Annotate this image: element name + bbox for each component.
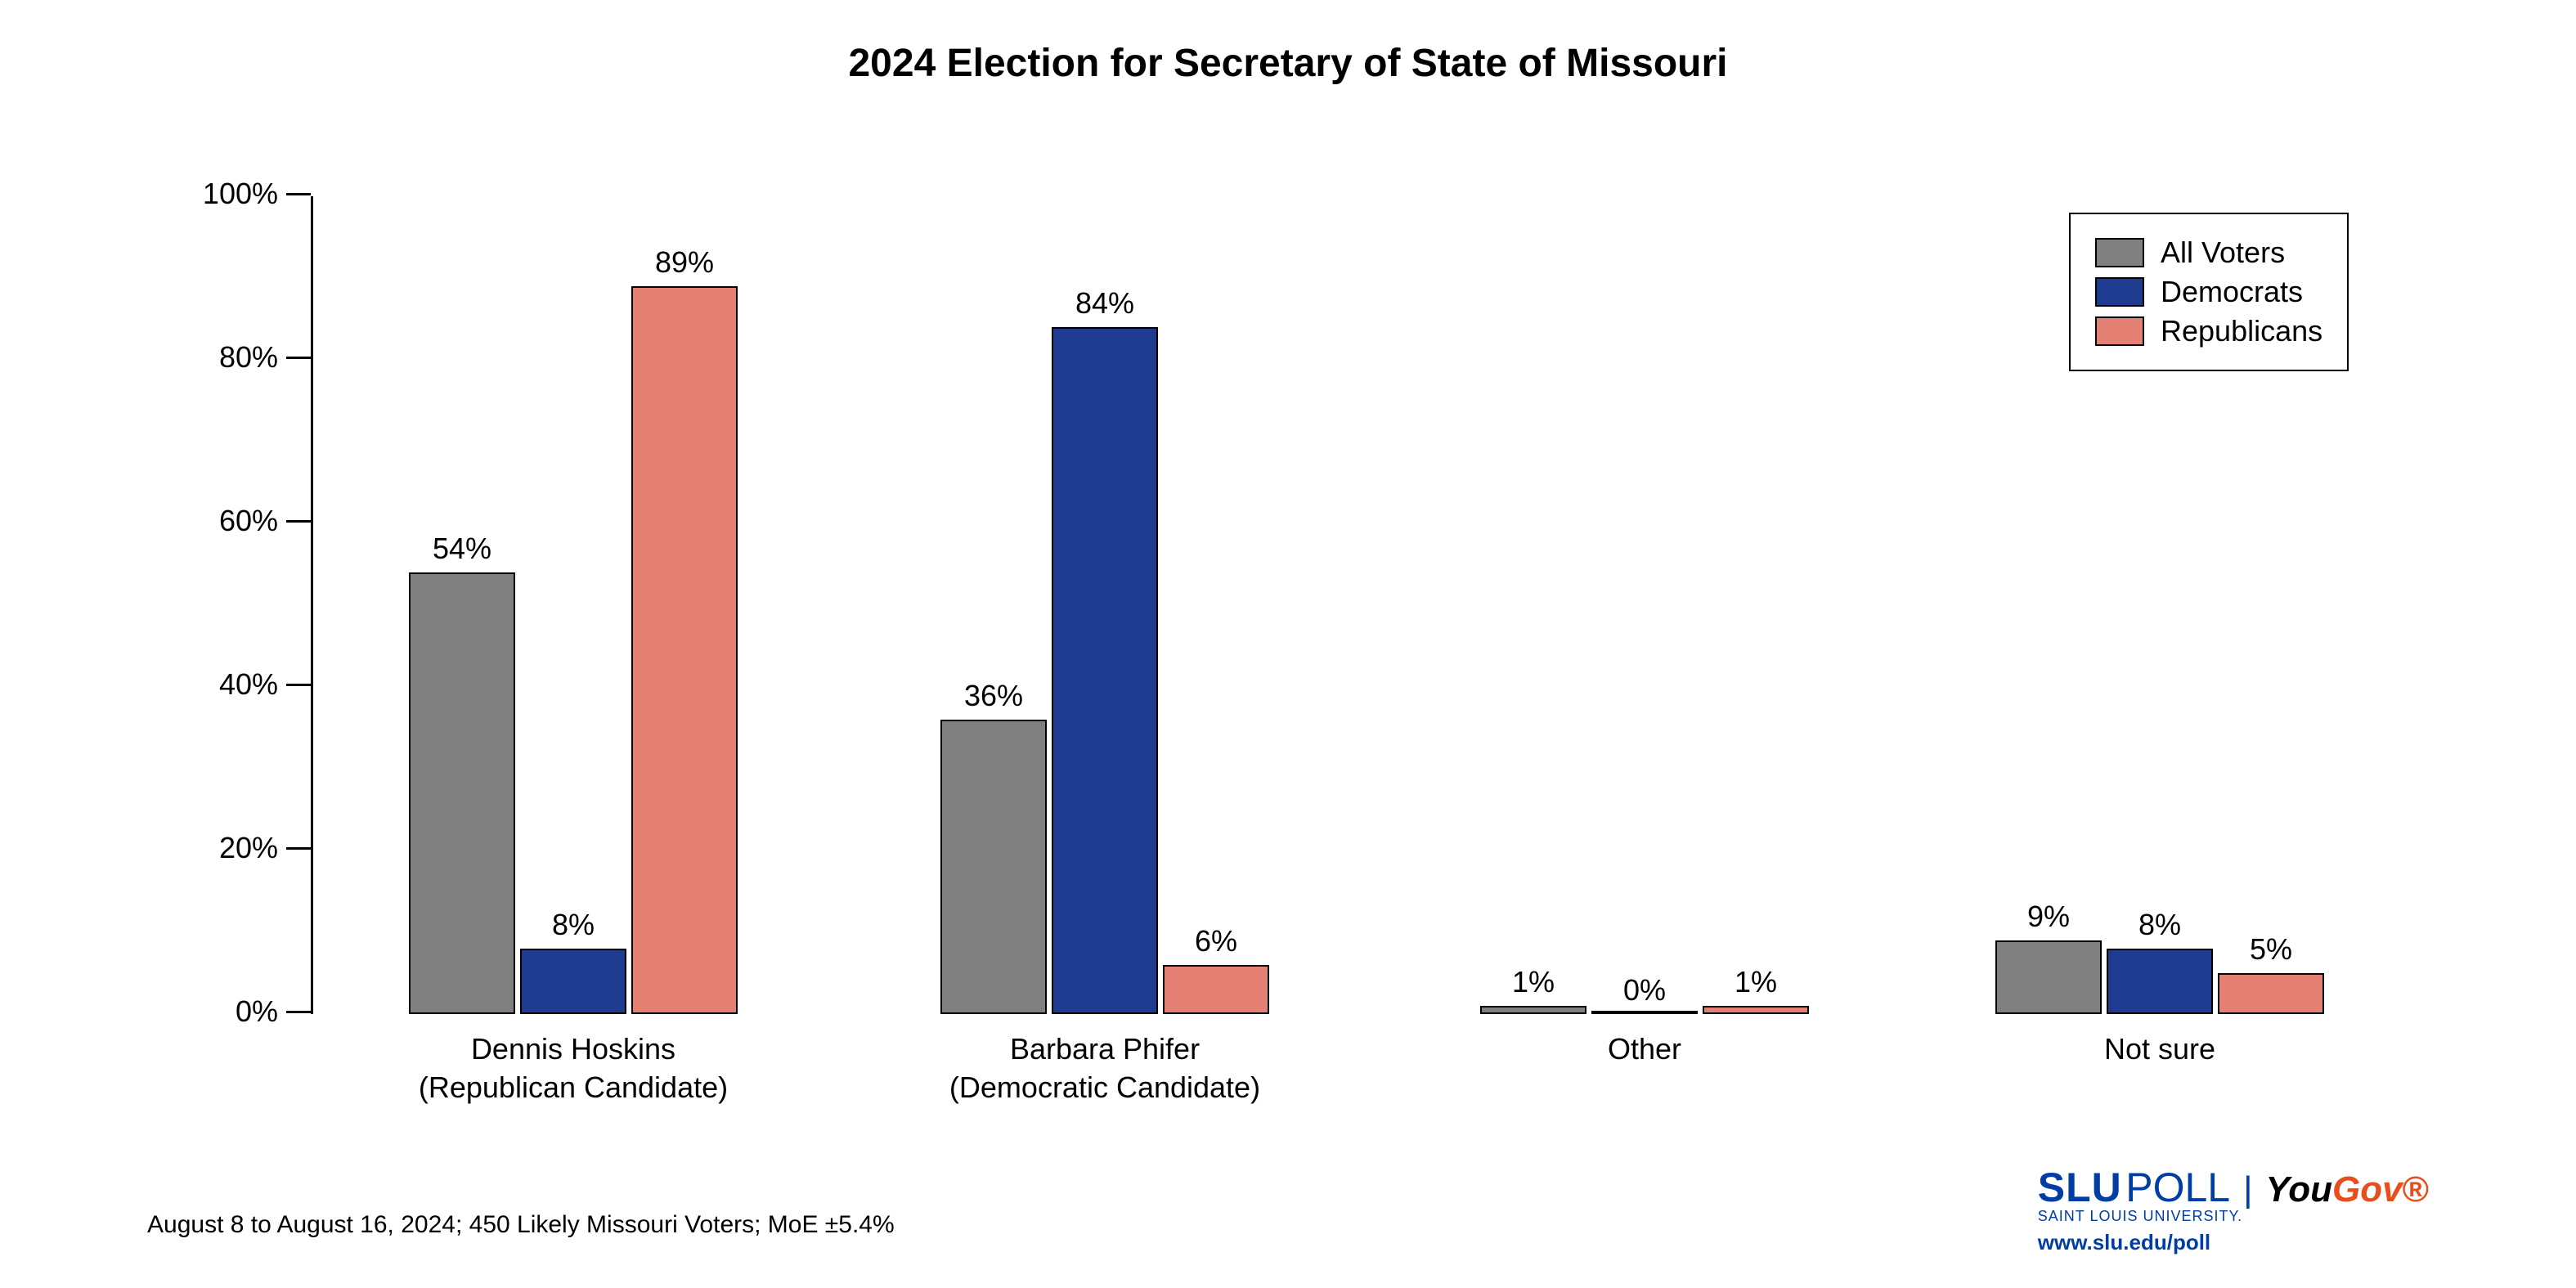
bar-value-label: 1% (1480, 965, 1586, 999)
legend-swatch-icon (2095, 238, 2144, 267)
legend-item: Democrats (2095, 275, 2322, 309)
y-tick-mark (286, 357, 311, 359)
x-label-line1: Other (1399, 1030, 1890, 1069)
chart-title: 2024 Election for Secretary of State of … (0, 41, 2576, 86)
bar (1480, 1006, 1586, 1014)
bar-value-label: 8% (520, 908, 626, 942)
x-category-label: Not sure (1914, 1030, 2405, 1069)
y-tick-mark (286, 847, 311, 850)
legend-swatch-icon (2095, 277, 2144, 307)
bar (631, 286, 738, 1014)
bar (1995, 940, 2102, 1014)
bar-value-label: 89% (631, 245, 738, 280)
y-tick-label: 100% (203, 177, 278, 211)
y-tick-label: 20% (219, 831, 278, 865)
brand-separator-icon: | (2243, 1169, 2252, 1210)
x-label-line1: Not sure (1914, 1030, 2405, 1069)
bar (1163, 965, 1269, 1014)
bar-group: 54% 8% 89% (409, 196, 738, 1014)
legend-label: Republicans (2161, 314, 2322, 348)
y-tick-mark (286, 1011, 311, 1013)
y-tick-mark (286, 193, 311, 195)
brand-subtitle: SAINT LOUIS UNIVERSITY. (2038, 1208, 2429, 1225)
bar (409, 572, 515, 1014)
x-category-label: Other (1399, 1030, 1890, 1069)
legend-item: All Voters (2095, 236, 2322, 270)
legend-label: All Voters (2161, 236, 2285, 270)
bar (1703, 1006, 1809, 1014)
footer-text: August 8 to August 16, 2024; 450 Likely … (147, 1211, 895, 1239)
bar (2218, 973, 2324, 1014)
x-label-line1: Barbara Phifer (859, 1030, 1350, 1069)
bar-value-label: 36% (940, 679, 1047, 713)
bar (520, 949, 626, 1014)
slu-poll-logo: SLU POLL (2038, 1164, 2230, 1211)
brand-line1: SLU POLL | YouGov® (2038, 1164, 2429, 1211)
x-category-label: Barbara Phifer(Democratic Candidate) (859, 1030, 1350, 1107)
bar (2107, 949, 2213, 1014)
yougov-dot-icon: ® (2403, 1169, 2429, 1209)
bar-group: 36% 84% 6% (940, 196, 1269, 1014)
y-axis: 0% 20% 40% 60% 80% 100% (147, 196, 311, 1014)
bar (1052, 327, 1158, 1014)
y-tick-mark (286, 520, 311, 523)
x-label-line2: (Republican Candidate) (328, 1069, 819, 1107)
legend: All Voters Democrats Republicans (2069, 213, 2349, 371)
bar-value-label: 84% (1052, 286, 1158, 321)
legend-swatch-icon (2095, 316, 2144, 346)
bar-value-label: 1% (1703, 965, 1809, 999)
bar-value-label: 54% (409, 532, 515, 566)
y-tick-label: 0% (236, 994, 278, 1029)
legend-label: Democrats (2161, 275, 2303, 309)
x-label-line1: Dennis Hoskins (328, 1030, 819, 1069)
bar-value-label: 9% (1995, 900, 2102, 934)
poll-text: POLL (2125, 1165, 2230, 1210)
y-tick-label: 60% (219, 504, 278, 538)
chart-container: 2024 Election for Secretary of State of … (0, 0, 2576, 1288)
brand-url: www.slu.edu/poll (2038, 1230, 2429, 1255)
bar-value-label: 0% (1591, 973, 1698, 1008)
yougov-logo: YouGov® (2266, 1169, 2429, 1210)
bar (940, 720, 1047, 1014)
slu-text: SLU (2038, 1165, 2122, 1210)
y-tick-label: 80% (219, 340, 278, 375)
bar-value-label: 8% (2107, 908, 2213, 942)
y-tick-mark (286, 684, 311, 686)
yougov-you: You (2266, 1169, 2332, 1209)
bar-value-label: 6% (1163, 924, 1269, 958)
legend-item: Republicans (2095, 314, 2322, 348)
x-category-label: Dennis Hoskins(Republican Candidate) (328, 1030, 819, 1107)
brand-block: SLU POLL | YouGov® SAINT LOUIS UNIVERSIT… (2038, 1164, 2429, 1255)
bar-group: 1%0%1% (1480, 196, 1809, 1014)
bar (1591, 1011, 1698, 1014)
x-label-line2: (Democratic Candidate) (859, 1069, 1350, 1107)
y-tick-label: 40% (219, 667, 278, 702)
bar-value-label: 5% (2218, 932, 2324, 967)
yougov-gov: Gov (2332, 1169, 2403, 1209)
